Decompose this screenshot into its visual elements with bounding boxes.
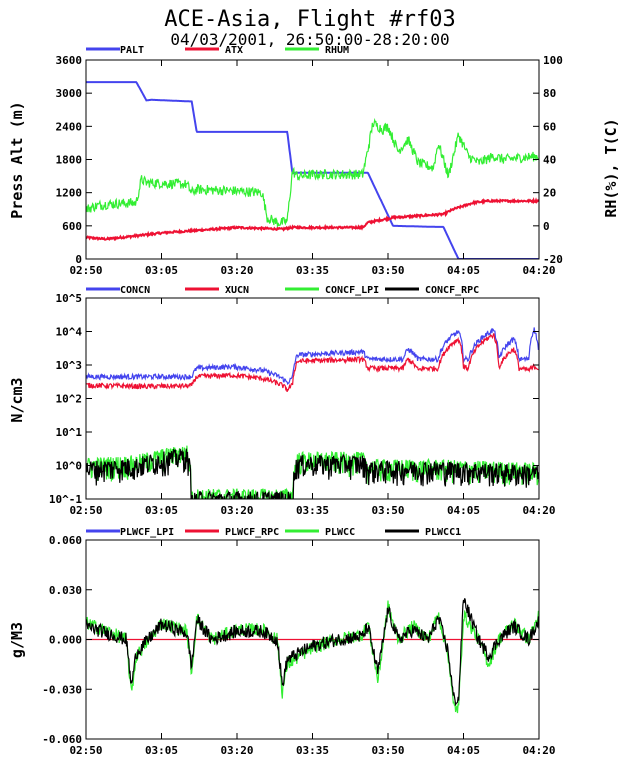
y2-tick-label: 80 [543, 87, 556, 100]
legend-label-plwcc: PLWCC [325, 527, 355, 538]
x-tick-label: 03:05 [145, 264, 178, 277]
panel-altitude: 02:50 03:05 03:20 03:35 03:50 04:05 04:2006001… [8, 45, 620, 277]
legend-label-plwcc1: PLWCC1 [425, 527, 461, 538]
y-tick-label: -0.060 [42, 733, 82, 746]
legend-label-concf-lpi: CONCF_LPI [325, 285, 379, 296]
y-axis-label: g/M3 [8, 622, 26, 658]
x-tick-label: 02:50 [69, 504, 102, 517]
x-tick-label: 03:50 [371, 264, 404, 277]
x-tick-label: 03:35 [296, 264, 329, 277]
y2-tick-label: 60 [543, 120, 556, 133]
y-axis-label: Press Alt (m) [8, 101, 26, 218]
y-axis-label: N/cm3 [8, 377, 26, 422]
series-xucn [86, 333, 539, 393]
x-tick-label: 03:20 [220, 744, 253, 757]
legend-label-concf-rpc: CONCF_RPC [425, 285, 479, 296]
y-tick-label: 0.060 [49, 534, 82, 547]
y-tick-label: 2400 [56, 120, 83, 133]
legend-label-xucn: XUCN [225, 285, 249, 296]
series-concf-rpc [86, 448, 539, 499]
x-tick-label: 03:50 [371, 504, 404, 517]
y2-tick-label: 100 [543, 54, 563, 67]
series-plwcc1 [86, 598, 539, 707]
legend-label-atx: ATX [225, 45, 243, 56]
x-tick-label: 03:20 [220, 504, 253, 517]
x-tick-label: 04:05 [447, 264, 480, 277]
y-tick-label: 0.000 [49, 634, 82, 647]
y-tick-label: 0.030 [49, 584, 82, 597]
x-tick-label: 03:35 [296, 744, 329, 757]
x-tick-label: 02:50 [69, 744, 102, 757]
x-tick-label: 04:20 [522, 744, 555, 757]
legend-label-concn: CONCN [120, 285, 150, 296]
x-tick-label: 03:20 [220, 264, 253, 277]
x-tick-label: 04:20 [522, 264, 555, 277]
y-tick-label: -0.030 [42, 683, 82, 696]
plot-area [86, 81, 539, 259]
y-tick-label: 10^5 [56, 292, 83, 305]
x-tick-label: 04:20 [522, 504, 555, 517]
x-tick-label: 02:50 [69, 264, 102, 277]
y-tick-label: 0 [75, 253, 82, 266]
plot-area [86, 327, 539, 499]
y-tick-label: 10^-1 [49, 493, 82, 506]
x-tick-label: 04:05 [447, 744, 480, 757]
figure-subtitle: 04/03/2001, 26:50:00-28:20:00 [170, 30, 449, 49]
legend-label-rhum: RHUM [325, 45, 349, 56]
y-tick-label: 1200 [56, 187, 83, 200]
y-tick-label: 10^3 [56, 359, 83, 372]
y-tick-label: 10^2 [56, 393, 83, 406]
x-tick-label: 03:50 [371, 744, 404, 757]
figure-title: ACE-Asia, Flight #rf03 [164, 7, 455, 32]
series-atx [86, 197, 539, 242]
legend-label-plwcf-rpc: PLWCF_RPC [225, 527, 279, 538]
series-rhum [86, 117, 539, 227]
y-tick-label: 1800 [56, 154, 83, 167]
panel-lwc: 02:50 03:05 03:20 03:35 03:50 04:05 04:20 -0.06… [8, 527, 556, 757]
series-concn [86, 327, 539, 386]
y2-axis-label: RH(%), T(C) [602, 118, 620, 217]
y2-tick-label: 0 [543, 220, 550, 233]
x-tick-label: 03:05 [145, 744, 178, 757]
x-tick-label: 03:35 [296, 504, 329, 517]
x-tick-label: 03:05 [145, 504, 178, 517]
y-tick-label: 600 [62, 220, 82, 233]
y2-tick-label: 40 [543, 154, 556, 167]
y-tick-label: 10^4 [56, 326, 83, 339]
plot-area [86, 598, 539, 714]
legend-label-palt: PALT [120, 45, 144, 56]
y-tick-label: 10^1 [56, 426, 83, 439]
legend-label-plwcf-lpi: PLWCF_LPI [120, 527, 174, 538]
y-tick-label: 3000 [56, 87, 83, 100]
y2-tick-label: -20 [543, 253, 563, 266]
panel-concentration: 02:50 03:05 03:20 03:35 03:50 04:05 04:20 10^-1… [8, 285, 556, 517]
y2-tick-label: 20 [543, 187, 556, 200]
x-tick-label: 04:05 [447, 504, 480, 517]
y-tick-label: 10^0 [56, 460, 83, 473]
y-tick-label: 3600 [56, 54, 83, 67]
